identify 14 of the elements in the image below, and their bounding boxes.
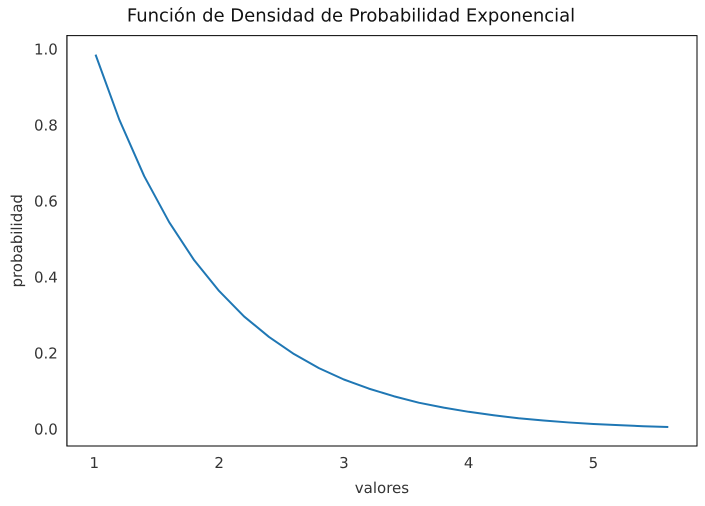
- x-tick-label: 5: [588, 454, 598, 472]
- y-tick-label: 0.6: [34, 192, 58, 211]
- y-axis-title: probabilidad: [8, 194, 26, 288]
- chart-title: Función de Densidad de Probabilidad Exponencial: [126, 5, 576, 26]
- x-tick-label: 1: [90, 454, 100, 472]
- x-axis-title: valores: [354, 478, 410, 497]
- y-tick-label: 0.0: [34, 420, 58, 439]
- y-tick-label: 0.4: [34, 268, 58, 287]
- x-tick-label: 2: [214, 454, 224, 472]
- y-tick-label: 1.0: [34, 40, 58, 59]
- x-tick-label: 4: [464, 454, 474, 472]
- y-tick-label: 0.8: [34, 116, 58, 135]
- x-tick-label: 3: [339, 454, 349, 472]
- y-tick-label: 0.2: [34, 344, 58, 363]
